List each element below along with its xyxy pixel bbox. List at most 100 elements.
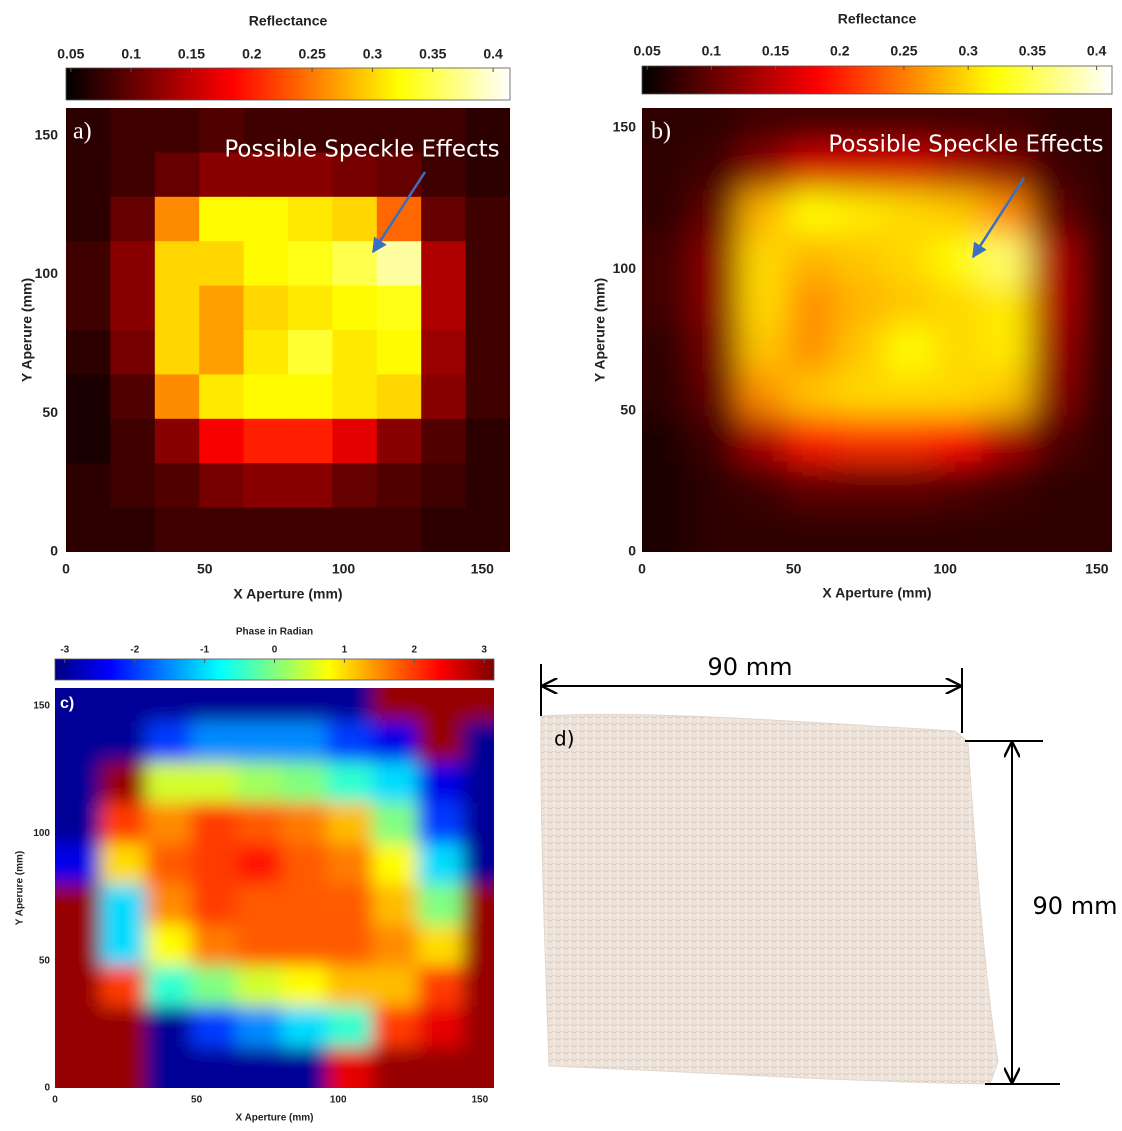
cell	[982, 462, 1031, 508]
gauze-photo	[541, 714, 998, 1084]
cell	[418, 762, 464, 803]
cell	[155, 508, 200, 553]
cell	[377, 374, 422, 419]
y-tick-label: 100	[613, 260, 637, 276]
cell	[244, 463, 289, 508]
cell	[327, 721, 373, 762]
y-tick-label: 150	[613, 118, 637, 134]
cell	[691, 235, 740, 281]
cell	[836, 190, 885, 236]
cell	[982, 281, 1031, 327]
cell	[1030, 416, 1079, 462]
cell	[146, 803, 192, 844]
cell	[1079, 235, 1122, 281]
x-tick-label: 50	[191, 1095, 203, 1106]
cell	[836, 462, 885, 508]
panel-label: b)	[651, 119, 671, 145]
cell	[1030, 190, 1079, 236]
x-tick-label: 100	[934, 561, 958, 577]
x-axis-label: X Aperture (mm)	[822, 585, 931, 601]
cell	[332, 241, 377, 286]
cell	[691, 462, 740, 508]
cell	[244, 419, 289, 464]
cell	[199, 463, 244, 508]
y-axis-label: Y Aperure (mm)	[19, 278, 35, 382]
y-axis-label: Y Aperure (mm)	[592, 278, 608, 382]
cell	[332, 286, 377, 331]
cell	[236, 843, 282, 884]
cell	[885, 371, 934, 417]
cell	[199, 286, 244, 331]
cell	[66, 374, 111, 419]
cell	[466, 463, 511, 508]
cell	[788, 235, 837, 281]
cell	[739, 326, 788, 372]
cell	[463, 762, 549, 803]
cell	[1030, 507, 1079, 593]
cell	[244, 330, 289, 375]
cell	[421, 241, 466, 286]
cell	[418, 803, 464, 844]
x-axis-label: X Aperture (mm)	[236, 1113, 314, 1124]
x-tick-label: 100	[330, 1095, 347, 1106]
colorbar-tick-label: -3	[60, 645, 69, 656]
colorbar-tick-label: -2	[130, 645, 139, 656]
cell	[885, 281, 934, 327]
x-tick-label: 100	[332, 561, 356, 577]
cell	[110, 152, 155, 197]
cell	[332, 197, 377, 242]
colorbar	[642, 66, 1112, 94]
cell	[836, 416, 885, 462]
cell	[282, 884, 328, 925]
cell	[836, 235, 885, 281]
cell	[155, 419, 200, 464]
colorbar-tick-label: 1	[342, 645, 348, 656]
cell	[788, 416, 837, 462]
y-tick-label: 50	[42, 404, 58, 420]
colorbar-title: Reflectance	[838, 11, 917, 27]
cell	[377, 419, 422, 464]
cell	[466, 286, 511, 331]
cell	[146, 721, 192, 762]
cell	[463, 1006, 549, 1047]
cell	[155, 108, 200, 153]
cell	[110, 508, 155, 553]
colorbar-tick-label: 0.4	[1087, 43, 1107, 59]
cell	[327, 1006, 373, 1047]
cell	[191, 1047, 237, 1126]
cell	[15, 803, 101, 844]
cell	[466, 508, 511, 553]
cell	[66, 152, 111, 197]
x-tick-label: 150	[471, 561, 495, 577]
cell	[155, 241, 200, 286]
colorbar-tick-label: 0.35	[419, 46, 446, 62]
cell	[327, 762, 373, 803]
cell	[282, 925, 328, 966]
cell	[146, 884, 192, 925]
cell	[66, 197, 111, 242]
y-tick-label: 50	[39, 955, 51, 966]
cell	[372, 966, 418, 1007]
cell	[739, 507, 788, 593]
cell	[244, 508, 289, 553]
cell	[739, 416, 788, 462]
cell	[327, 1047, 373, 1126]
colorbar-tick-label: 0.15	[762, 43, 789, 59]
heatmap-panel: Phase in Radian-3-2-10123050100150050100…	[15, 627, 549, 1126]
cell	[418, 640, 464, 721]
cell	[244, 374, 289, 419]
x-tick-label: 50	[786, 561, 802, 577]
colorbar-tick-label: 0.3	[363, 46, 383, 62]
cell	[377, 286, 422, 331]
cell	[836, 281, 885, 327]
cell	[788, 462, 837, 508]
cell	[788, 190, 837, 236]
colorbar-tick-label: 3	[481, 645, 487, 656]
cell	[463, 966, 549, 1007]
cell	[739, 462, 788, 508]
cell	[372, 721, 418, 762]
cell	[288, 197, 333, 242]
cell	[602, 145, 691, 191]
cell	[146, 640, 192, 721]
cell	[15, 721, 101, 762]
